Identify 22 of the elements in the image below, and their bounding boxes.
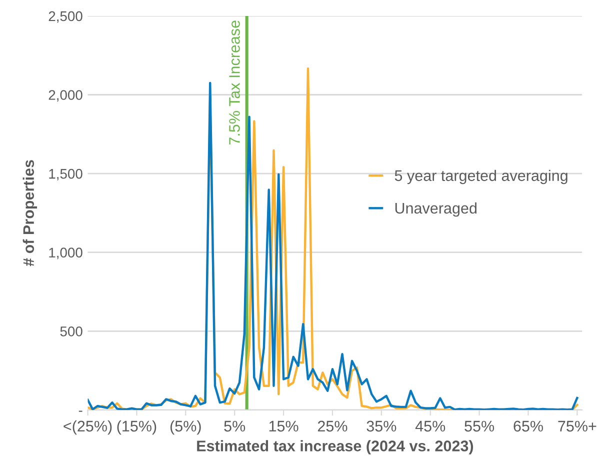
x-tick-label: <(25%) xyxy=(64,420,112,435)
x-tick-label: (15%) xyxy=(117,420,156,435)
legend-label: 5 year targeted averaging xyxy=(394,170,568,184)
y-tick-label: 2,500 xyxy=(48,11,82,23)
ref-line-label: 7.5% Tax Increase xyxy=(229,20,240,145)
y-tick-label: 1,500 xyxy=(49,168,82,180)
x-tick-label: 35% xyxy=(366,420,396,432)
x-axis-title: Estimated tax increase (2024 vs. 2023) xyxy=(197,440,474,454)
x-tick-label: 45% xyxy=(415,420,446,432)
x-tick-label: 15% xyxy=(269,420,298,432)
y-tick-label: 1,000 xyxy=(49,248,82,260)
y-tick-label: - xyxy=(78,410,82,412)
legend-label: Unaveraged xyxy=(395,202,476,217)
y-tick-label: 500 xyxy=(60,326,82,336)
x-tick-label: 75%+ xyxy=(558,420,596,432)
x-tick-label: (5%) xyxy=(170,420,201,435)
x-tick-label: 5% xyxy=(224,420,246,432)
x-tick-label: 25% xyxy=(318,420,348,432)
x-tick-label: 65% xyxy=(514,420,543,432)
y-tick-label: 2,000 xyxy=(48,90,82,102)
x-tick-label: 55% xyxy=(464,420,494,432)
y-axis-title: # of Properties xyxy=(22,160,38,266)
